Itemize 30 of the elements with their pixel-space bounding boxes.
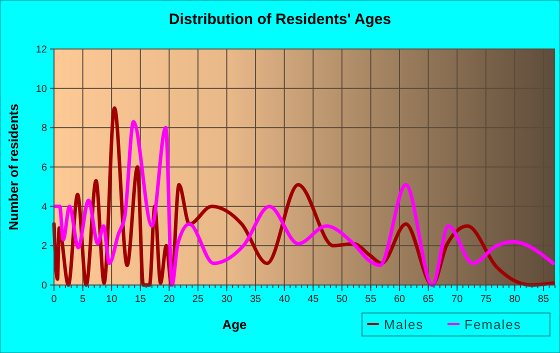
x-tick-label: 50 (336, 294, 348, 305)
legend-label: Males (384, 317, 424, 332)
x-tick-label: 10 (106, 294, 118, 305)
x-tick-label: 75 (480, 294, 492, 305)
y-tick-label: 8 (41, 123, 48, 134)
x-tick-label: 40 (278, 294, 290, 305)
y-tick-label: 12 (36, 44, 48, 56)
x-tick-label: 70 (452, 294, 464, 305)
x-tick-label: 80 (509, 294, 521, 305)
x-tick-label: 35 (250, 294, 262, 305)
x-axis-title: Age (222, 317, 247, 332)
y-tick-label: 4 (41, 202, 48, 213)
x-tick-label: 60 (394, 294, 406, 305)
chart-title: Distribution of Residents' Ages (168, 11, 392, 28)
y-tick-label: 2 (41, 241, 48, 252)
x-tick-label: 0 (51, 294, 58, 305)
x-tick-label: 25 (192, 294, 204, 305)
legend-label: Females (464, 317, 522, 332)
x-tick-label: 85 (538, 294, 550, 305)
x-tick-label: 55 (365, 294, 377, 305)
x-tick-label: 65 (422, 294, 434, 305)
x-tick-label: 15 (134, 294, 146, 305)
y-tick-label: 10 (36, 84, 48, 95)
x-tick-label: 20 (164, 294, 176, 305)
y-tick-label: 6 (41, 162, 48, 174)
x-tick-label: 30 (221, 294, 233, 305)
x-tick-label: 5 (80, 294, 86, 305)
y-tick-label: 0 (41, 280, 48, 292)
x-tick-label: 45 (308, 294, 320, 305)
y-axis-title: Number of residents (6, 104, 21, 230)
